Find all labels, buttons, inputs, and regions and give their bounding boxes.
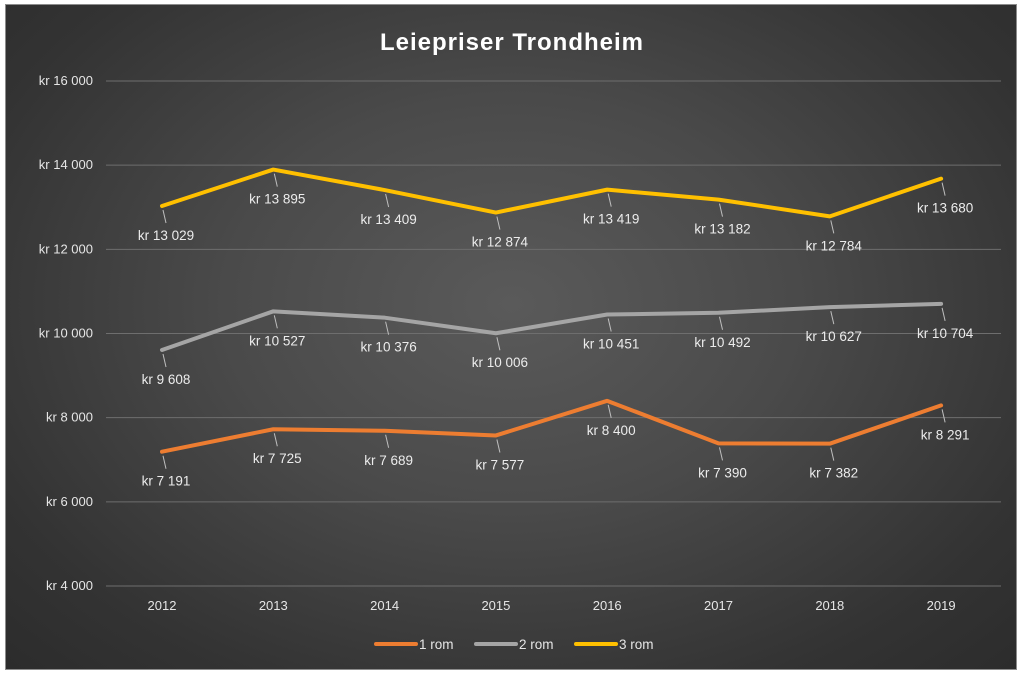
x-tick-label: 2017 (704, 598, 733, 613)
data-label: kr 10 006 (472, 355, 528, 370)
y-axis-ticks: kr 4 000 kr 6 000 kr 8 000 kr 10 000 kr 12 0… (39, 73, 93, 593)
series-line-3 (160, 167, 944, 219)
label-leader (273, 315, 278, 329)
x-tick-label: 2018 (815, 598, 844, 613)
data-label: kr 13 182 (694, 222, 750, 237)
legend-label: 1 rom (419, 637, 454, 652)
data-label: kr 9 608 (142, 372, 191, 387)
y-tick-label: kr 8 000 (46, 410, 93, 425)
label-leader (830, 311, 835, 325)
data-label: kr 10 527 (249, 333, 305, 348)
y-tick-label: kr 14 000 (39, 157, 93, 172)
data-label: kr 7 689 (364, 453, 413, 468)
label-leader (830, 220, 835, 234)
label-leader (273, 433, 278, 447)
data-label: kr 12 874 (472, 235, 529, 250)
data-label: kr 13 029 (138, 228, 194, 243)
data-label: kr 13 409 (360, 212, 416, 227)
legend-label: 3 rom (619, 637, 654, 652)
y-tick-label: kr 4 000 (46, 578, 93, 593)
gridlines (106, 80, 1001, 587)
data-label: kr 10 376 (360, 340, 416, 355)
label-leader (496, 216, 501, 230)
label-leader (273, 173, 278, 187)
label-leader (162, 455, 167, 469)
series-line-2 (160, 301, 944, 352)
legend: 1 rom 2 rom 3 rom (374, 637, 654, 652)
label-leader (607, 193, 612, 207)
label-leader (496, 337, 501, 351)
x-tick-label: 2019 (927, 598, 956, 613)
y-tick-label: kr 16 000 (39, 73, 93, 88)
x-axis-ticks: 2012 2013 2014 2015 2016 2017 2018 2019 (148, 598, 956, 613)
label-leader (162, 353, 167, 368)
label-leader (830, 447, 835, 461)
x-tick-label: 2013 (259, 598, 288, 613)
y-tick-label: kr 10 000 (39, 326, 93, 341)
label-leader (941, 307, 946, 321)
label-leader (719, 316, 723, 330)
label-leader (719, 447, 723, 461)
data-label: kr 7 390 (698, 465, 747, 480)
x-tick-label: 2016 (593, 598, 622, 613)
label-leader (385, 193, 390, 208)
label-leader (719, 203, 723, 217)
y-tick-label: kr 12 000 (39, 241, 93, 256)
legend-label: 2 rom (519, 637, 554, 652)
x-tick-label: 2012 (148, 598, 177, 613)
label-leader (162, 209, 167, 224)
data-label: kr 8 400 (587, 423, 636, 438)
series-line-1 (160, 398, 944, 454)
data-label: kr 10 451 (583, 337, 639, 352)
label-leader (607, 318, 612, 332)
data-labels: kr 7 191 kr 7 725 kr 7 689 kr 7 577 kr 8 400… (138, 173, 974, 489)
data-label: kr 13 419 (583, 212, 639, 227)
line-chart: kr 4 000 kr 6 000 kr 8 000 kr 10 000 kr 12 0… (39, 29, 1001, 652)
label-leader (941, 409, 946, 423)
label-leader (385, 321, 390, 335)
data-label: kr 10 492 (694, 335, 750, 350)
data-label: kr 8 291 (921, 427, 970, 442)
x-tick-label: 2014 (370, 598, 399, 613)
data-label: kr 7 725 (253, 451, 302, 466)
data-label: kr 10 627 (806, 329, 862, 344)
label-leader (385, 434, 390, 448)
label-leader (496, 439, 501, 453)
label-leader (607, 404, 612, 418)
label-leader (941, 182, 946, 196)
data-label: kr 10 704 (917, 326, 974, 341)
x-tick-label: 2015 (481, 598, 510, 613)
data-label: kr 13 895 (249, 192, 305, 207)
chart-area: kr 4 000 kr 6 000 kr 8 000 kr 10 000 kr 12 0… (5, 4, 1017, 670)
y-tick-label: kr 6 000 (46, 494, 93, 509)
data-label: kr 13 680 (917, 201, 973, 216)
data-label: kr 7 191 (142, 474, 191, 489)
data-label: kr 7 577 (476, 457, 525, 472)
data-label: kr 7 382 (809, 466, 858, 481)
data-label: kr 12 784 (806, 238, 863, 253)
series-lines (160, 167, 944, 454)
chart-title: Leiepriser Trondheim (380, 29, 644, 56)
